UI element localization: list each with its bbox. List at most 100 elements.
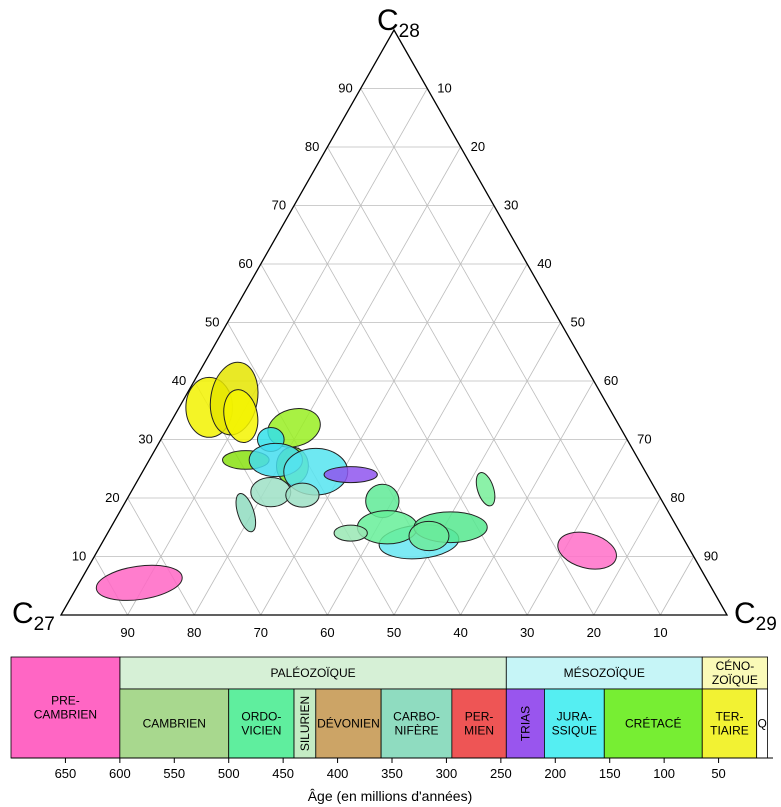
right-tick-label: 90 xyxy=(704,549,718,564)
left-tick-label: 30 xyxy=(138,432,152,447)
left-tick-label: 40 xyxy=(172,373,186,388)
ternary-diagram: 90 80 70 60 50 40 30 20 10 10 20 30 40 50 60 70 80 90 90… xyxy=(12,4,777,640)
timeline-tick-label: 200 xyxy=(544,766,566,781)
era-cell xyxy=(701,656,768,690)
right-tick-label: 10 xyxy=(437,81,451,96)
region-blob xyxy=(250,476,292,508)
timeline-label: ZOÏQUE xyxy=(712,673,758,687)
bottom-tick-label: 30 xyxy=(520,625,534,640)
period-cell xyxy=(451,688,507,759)
bottom-tick-label: 20 xyxy=(587,625,601,640)
timeline-label: PER- xyxy=(465,710,494,724)
bottom-tick-label: 90 xyxy=(120,625,134,640)
timeline-tick-label: 500 xyxy=(218,766,240,781)
right-tick-label: 70 xyxy=(637,432,651,447)
vertex-right-base: C xyxy=(734,597,756,630)
timeline-ticks: 650 600 550 500 450 400 350 300 250 200 150 100 50 xyxy=(55,758,726,781)
left-tick-label: 70 xyxy=(272,198,286,213)
timeline-label: MIEN xyxy=(464,724,494,738)
grid-line xyxy=(460,380,595,616)
era-cell xyxy=(505,656,703,690)
timeline-cells: PALÉOZOÏQUE MÉSOZOÏQUE CÉNO-ZOÏQUEPRE-CAMB… xyxy=(10,656,768,759)
bottom-tick-label: 80 xyxy=(187,625,201,640)
right-edge-ticks: 10 20 30 40 50 60 70 80 90 xyxy=(437,81,718,564)
period-cell xyxy=(228,688,295,759)
region-blob xyxy=(323,466,378,484)
timeline-label: NIFÈRE xyxy=(394,723,438,738)
timeline-tick-label: 350 xyxy=(381,766,403,781)
period-cell xyxy=(505,688,545,759)
timeline-tick-label: 100 xyxy=(653,766,675,781)
vertex-label-top: C28 xyxy=(377,4,420,42)
period-cell xyxy=(701,688,758,759)
bottom-tick-label: 50 xyxy=(387,625,401,640)
bottom-tick-label: 60 xyxy=(320,625,334,640)
vertex-top-base: C xyxy=(377,4,399,37)
bottom-edge-ticks: 90 80 70 60 50 40 30 20 10 xyxy=(120,625,667,640)
timeline-label: CARBO- xyxy=(393,710,440,724)
region-blob xyxy=(223,389,259,443)
ternary-regions xyxy=(95,361,617,601)
grid-line xyxy=(660,556,695,616)
right-tick-label: 80 xyxy=(670,490,684,505)
period-cell xyxy=(10,656,121,759)
timeline-label: PALÉOZOÏQUE xyxy=(271,665,356,680)
timeline-label: VICIEN xyxy=(241,724,281,738)
era-cell xyxy=(119,656,507,690)
ternary-triangle-outline xyxy=(59,28,729,616)
region-blob xyxy=(95,564,183,601)
timeline-label: CAMBRIEN xyxy=(143,717,206,731)
geologic-timeline: PALÉOZOÏQUE MÉSOZOÏQUE CÉNO-ZOÏQUEPRE-CAMB… xyxy=(10,656,773,804)
vertex-left-sub: 27 xyxy=(34,614,55,635)
timeline-tick-label: 250 xyxy=(490,766,512,781)
timeline-label: Q xyxy=(757,717,766,731)
timeline-tick-label: 400 xyxy=(327,766,349,781)
timeline-tick-label: 650 xyxy=(55,766,77,781)
bottom-tick-label: 10 xyxy=(653,625,667,640)
timeline-label: JURA- xyxy=(557,710,592,724)
period-cell xyxy=(119,688,230,759)
timeline-label: DÉVONIEN xyxy=(317,716,380,731)
grid-line xyxy=(260,205,495,616)
timeline-axis-title: Âge (en millions d'années) xyxy=(308,788,473,804)
grid-line xyxy=(293,205,528,616)
region-blob xyxy=(285,482,320,508)
timeline-tick-label: 50 xyxy=(711,766,725,781)
right-tick-label: 50 xyxy=(571,315,585,330)
region-blob xyxy=(333,524,368,542)
bottom-tick-label: 70 xyxy=(254,625,268,640)
timeline-tick-label: 150 xyxy=(599,766,621,781)
left-edge-ticks: 90 80 70 60 50 40 30 20 10 xyxy=(72,81,353,564)
timeline-label: SILURIEN xyxy=(298,696,312,751)
timeline-label: PRE- xyxy=(51,694,80,708)
region-blob xyxy=(557,531,617,570)
left-tick-label: 20 xyxy=(105,490,119,505)
grid-line xyxy=(593,497,661,616)
left-tick-label: 50 xyxy=(205,315,219,330)
grid-line xyxy=(127,497,195,616)
vertex-left-base: C xyxy=(12,597,34,630)
timeline-label: MÉSOZOÏQUE xyxy=(564,665,645,680)
grid-line xyxy=(360,88,661,616)
timeline-tick-label: 600 xyxy=(109,766,131,781)
right-tick-label: 40 xyxy=(537,256,551,271)
grid-line xyxy=(127,88,428,616)
left-tick-label: 60 xyxy=(238,256,252,271)
timeline-tick-label: 300 xyxy=(436,766,458,781)
grid-line xyxy=(526,439,628,616)
left-tick-label: 80 xyxy=(305,139,319,154)
timeline-label: ORDO- xyxy=(241,710,281,724)
timeline-tick-label: 450 xyxy=(272,766,294,781)
region-blob xyxy=(408,520,450,552)
timeline-label: CRÉTACÉ xyxy=(625,716,681,731)
vertex-label-right: C29 xyxy=(734,597,777,635)
left-tick-label: 10 xyxy=(72,549,86,564)
region-blob xyxy=(475,472,496,507)
grid-line xyxy=(393,322,561,616)
right-tick-label: 30 xyxy=(504,198,518,213)
timeline-label: TIAIRE xyxy=(710,724,749,738)
right-tick-label: 20 xyxy=(471,139,485,154)
timeline-tick-label: 550 xyxy=(163,766,185,781)
timeline-label: TRIAS xyxy=(518,706,532,741)
